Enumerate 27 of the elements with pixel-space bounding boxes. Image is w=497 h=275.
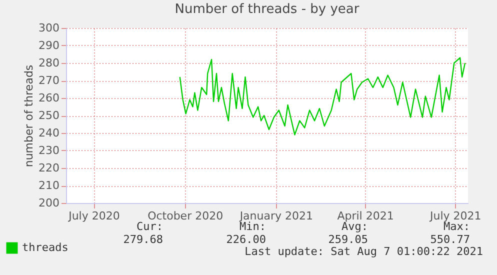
chart-title: Number of threads - by year: [174, 2, 360, 17]
text: 550.77: [430, 233, 470, 246]
line-series: [179, 57, 466, 136]
y-tick-label: 230: [38, 144, 60, 157]
y-tick-label: 280: [38, 56, 60, 70]
y-tick-label: 200: [38, 196, 60, 210]
x-tick-label: October 2020: [148, 210, 224, 222]
y-tick-label: 210: [38, 179, 60, 192]
y-tick-label: 290: [38, 39, 60, 52]
y-tick-label: 220: [38, 162, 60, 174]
y-axis-title: number of threads: [22, 64, 36, 168]
x-tick-label: July 2021: [428, 210, 482, 222]
x-tick-label: July 2020: [68, 210, 120, 222]
x-tick-label: January 2021: [238, 210, 314, 222]
x-tick-label: April 2021: [337, 210, 394, 222]
text: Cur:: [136, 220, 163, 233]
text: Last update: Sat Aug 7 01:00:22 2021: [244, 245, 483, 258]
text: 226.00: [226, 233, 266, 246]
y-tick-label: 260: [38, 92, 60, 104]
y-tick-label: 240: [38, 126, 60, 140]
legend-label: threads: [22, 241, 68, 254]
y-tick-label: 270: [38, 74, 60, 87]
text: 279.68: [123, 233, 163, 246]
text: 259.05: [328, 233, 368, 246]
y-tick-label: 300: [38, 22, 60, 34]
text: Avg:: [342, 220, 368, 233]
y-tick-label: 250: [38, 109, 60, 122]
